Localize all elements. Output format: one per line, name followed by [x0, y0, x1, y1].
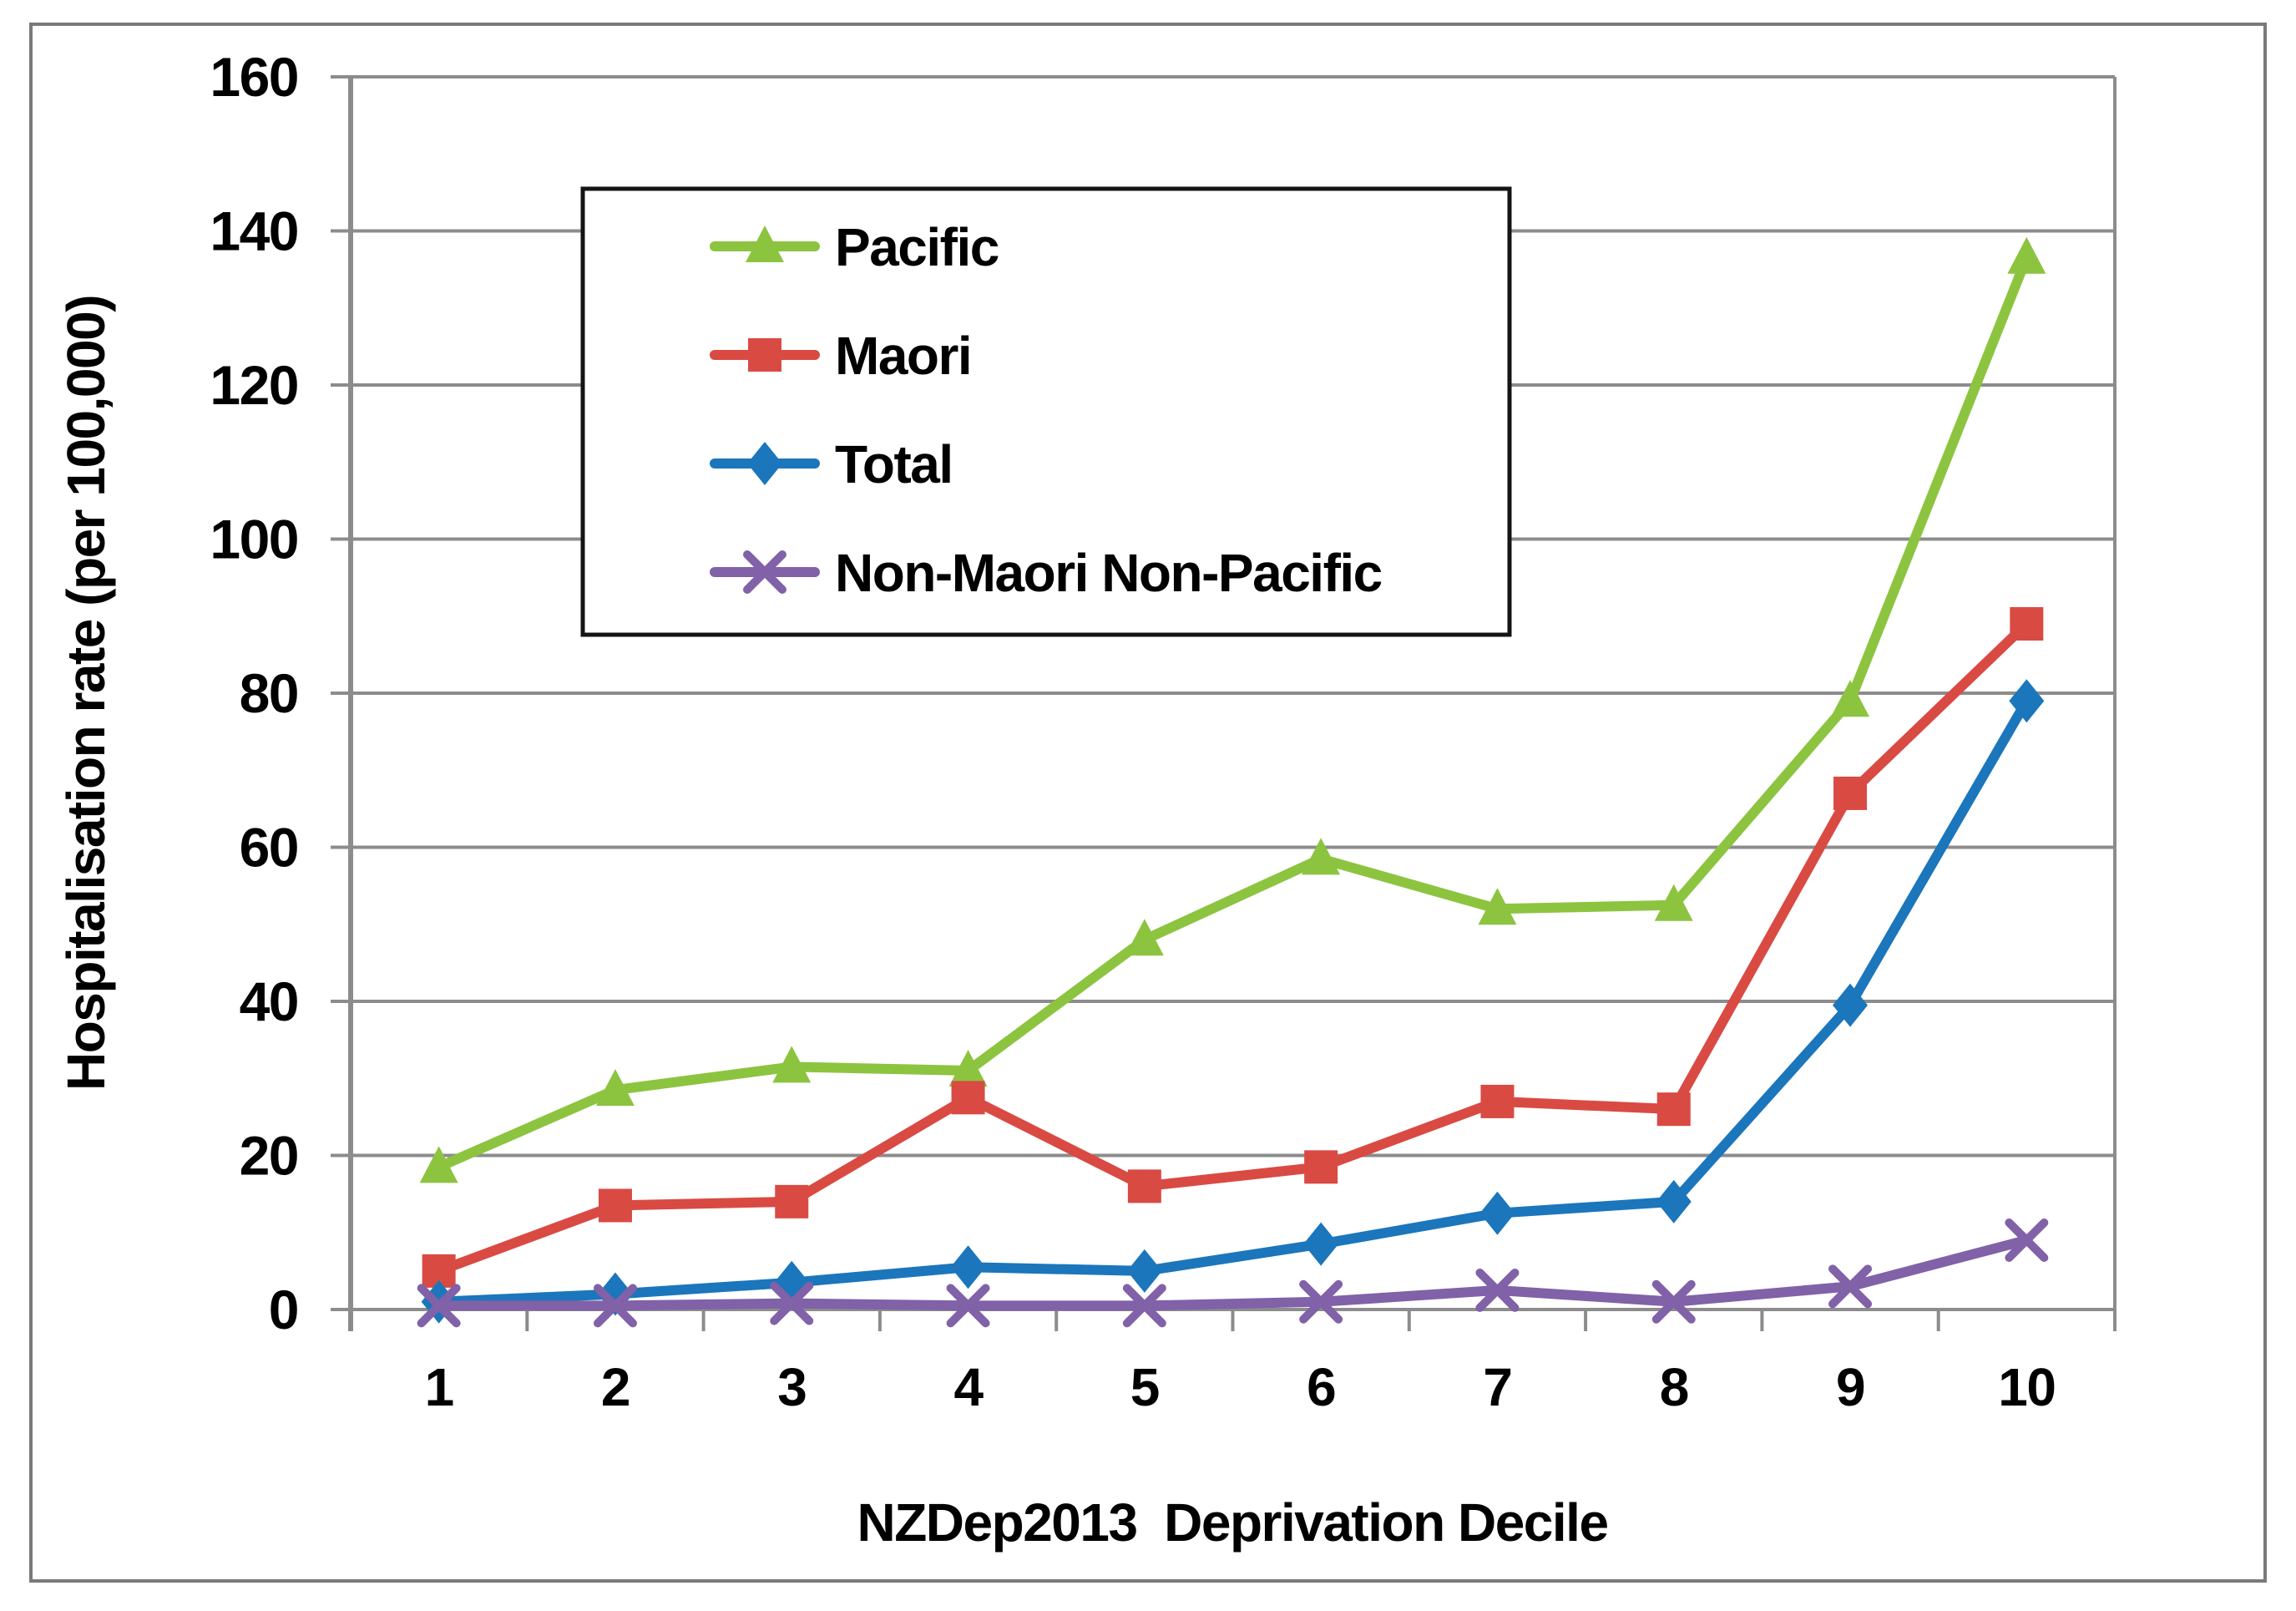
point-maori-4-square-icon — [951, 1081, 985, 1115]
x-tick-label-6: 6 — [1307, 1357, 1335, 1417]
point-total-8-diamond-icon — [1656, 1179, 1692, 1223]
point-pacific-7-triangle-icon — [1478, 888, 1517, 925]
point-non-maori-non-pacific-6-x-icon — [1299, 1279, 1343, 1324]
x-tick-label-10: 10 — [1998, 1357, 2055, 1417]
y-tick-label-0: 0 — [269, 1279, 298, 1340]
point-maori-9-square-icon — [1833, 776, 1868, 810]
point-maori-5-square-icon — [1127, 1169, 1161, 1203]
legend-box — [580, 186, 1512, 637]
point-non-maori-non-pacific-7-x-icon — [1475, 1268, 1520, 1312]
point-total-9-diamond-icon — [1833, 983, 1869, 1027]
x-tick-label-2: 2 — [601, 1357, 630, 1417]
point-pacific-9-triangle-icon — [1831, 680, 1870, 717]
y-tick-label-140: 140 — [210, 200, 298, 262]
point-maori-3-square-icon — [775, 1184, 809, 1218]
y-tick-label-40: 40 — [240, 970, 298, 1032]
series-line-maori — [433, 618, 2032, 1276]
point-non-maori-non-pacific-2-x-icon — [593, 1284, 637, 1328]
point-non-maori-non-pacific-9-x-icon — [1828, 1264, 1873, 1309]
y-tick-label-20: 20 — [240, 1125, 298, 1187]
point-maori-2-square-icon — [598, 1188, 632, 1223]
point-non-maori-non-pacific-1-x-icon — [417, 1284, 461, 1328]
point-maori-6-square-icon — [1304, 1150, 1338, 1184]
point-non-maori-non-pacific-5-x-icon — [1122, 1284, 1166, 1328]
x-tick-label-5: 5 — [1130, 1357, 1159, 1417]
series-line-pacific — [433, 252, 2032, 1173]
figure-border — [29, 23, 2267, 1583]
point-maori-10-square-icon — [2010, 606, 2044, 641]
x-tick-label-7: 7 — [1483, 1357, 1511, 1417]
legend-marker-total-diamond-icon — [747, 442, 782, 485]
point-non-maori-non-pacific-3-x-icon — [770, 1281, 814, 1325]
point-pacific-10-triangle-icon — [2007, 236, 2046, 274]
point-pacific-2-triangle-icon — [595, 1069, 635, 1107]
point-total-7-diamond-icon — [1479, 1191, 1515, 1235]
point-pacific-6-triangle-icon — [1302, 838, 1341, 875]
point-non-maori-non-pacific-4-x-icon — [946, 1284, 990, 1328]
point-maori-7-square-icon — [1480, 1084, 1515, 1118]
point-total-5-diamond-icon — [1126, 1249, 1162, 1293]
x-tick-label-8: 8 — [1660, 1357, 1688, 1417]
point-total-4-diamond-icon — [950, 1245, 986, 1289]
y-tick-label-60: 60 — [240, 817, 298, 879]
point-pacific-1-triangle-icon — [419, 1146, 458, 1183]
x-tick-label-9: 9 — [1836, 1357, 1864, 1417]
x-tick-label-1: 1 — [425, 1357, 453, 1417]
series-line-non-maori-non-pacific — [433, 1234, 2032, 1311]
y-tick-label-100: 100 — [210, 509, 298, 570]
legend-label-pacific: Pacific — [835, 217, 999, 277]
x-tick-label-3: 3 — [777, 1357, 806, 1417]
point-total-10-diamond-icon — [2009, 679, 2045, 723]
chart-generated-layer: 0 20 40 60 80 100 120 140 160 1 2 3 4 5 6 7 8 9 10 Pacific M… — [210, 46, 2116, 1417]
legend-label-total: Total — [835, 434, 953, 494]
legend-marker-pacific-triangle-icon — [746, 225, 784, 262]
point-non-maori-non-pacific-8-x-icon — [1651, 1279, 1696, 1324]
x-axis-title: NZDep2013 Deprivation Decile — [857, 1492, 1607, 1553]
x-tick-label-4: 4 — [954, 1357, 984, 1417]
point-pacific-8-triangle-icon — [1654, 884, 1693, 921]
y-tick-label-120: 120 — [210, 354, 298, 416]
y-tick-label-80: 80 — [240, 662, 298, 724]
legend-label-non-maori-non-pacific: Non-Maori Non-Pacific — [835, 543, 1382, 603]
y-axis-title: Hospitalisation rate (per 100,000) — [56, 296, 116, 1091]
point-total-6-diamond-icon — [1303, 1222, 1339, 1266]
legend-label-maori: Maori — [835, 326, 971, 386]
point-non-maori-non-pacific-10-x-icon — [2005, 1218, 2049, 1262]
point-pacific-3-triangle-icon — [772, 1046, 812, 1083]
point-maori-8-square-icon — [1656, 1092, 1691, 1127]
point-pacific-4-triangle-icon — [948, 1050, 988, 1087]
point-pacific-5-triangle-icon — [1125, 919, 1164, 956]
series-line-total — [433, 696, 2032, 1307]
y-tick-label-160: 160 — [210, 46, 298, 108]
legend-marker-maori-square-icon — [748, 338, 781, 372]
legend-marker-non-maori-non-pacific-x-icon — [743, 550, 786, 594]
